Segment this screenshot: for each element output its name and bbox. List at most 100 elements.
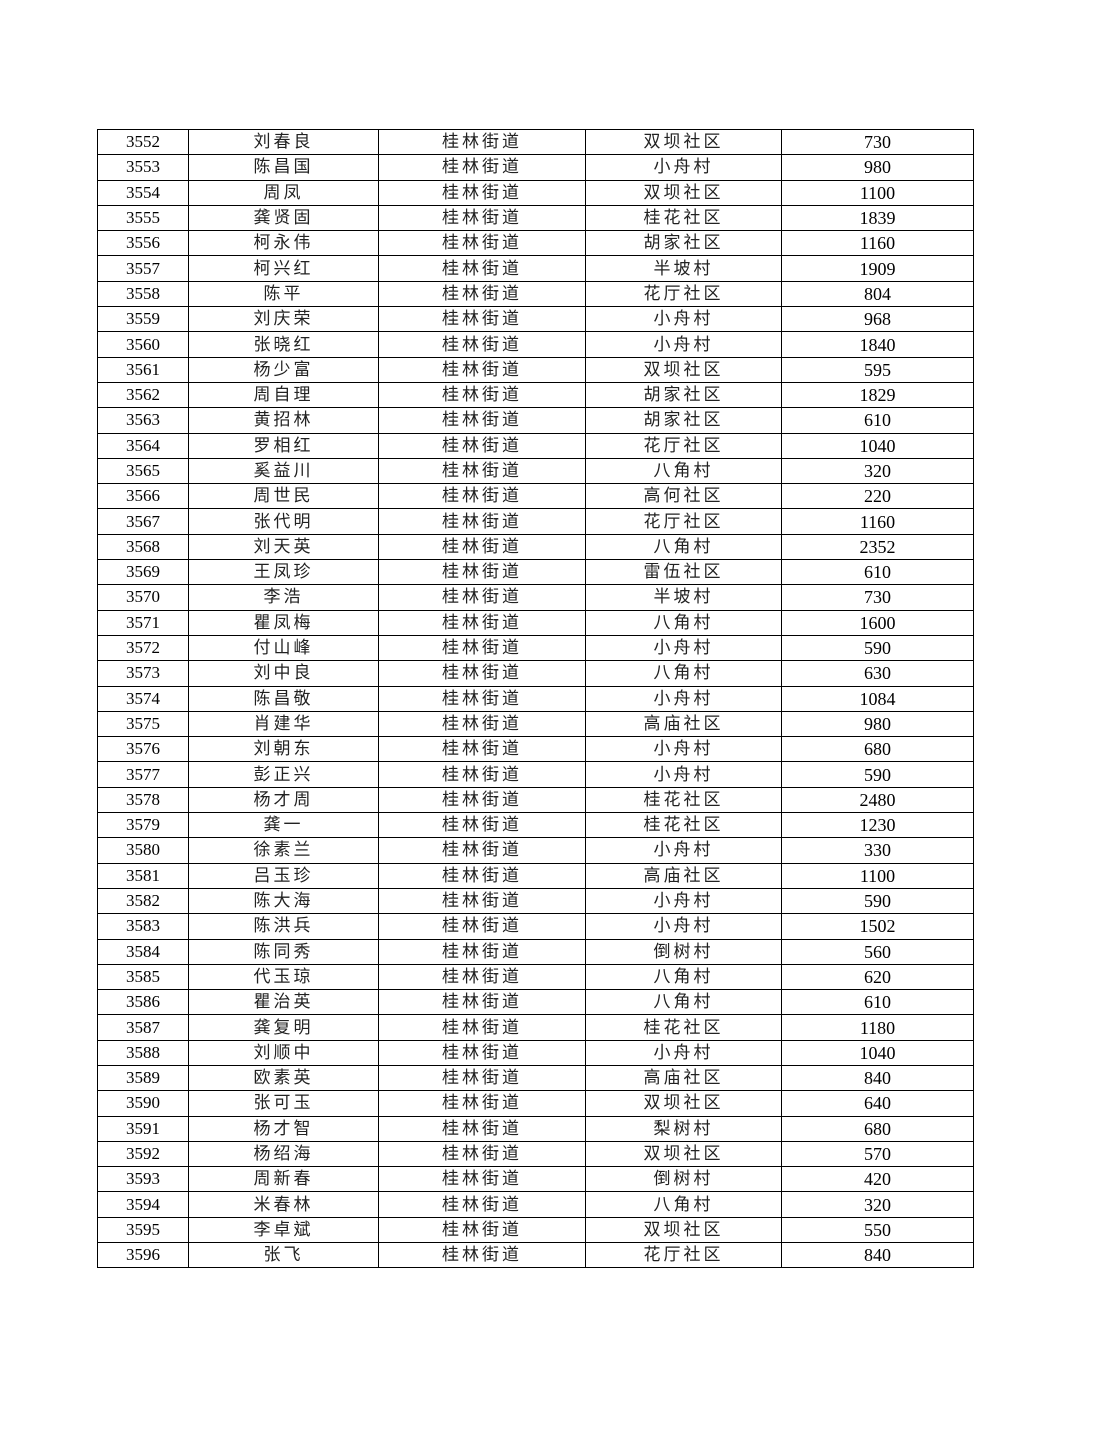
table-row: 3558 陈平 桂林街道 花厅社区 804 — [97, 280, 974, 308]
community-cell: 半坡村 — [585, 255, 782, 282]
amount-cell: 620 — [781, 963, 974, 991]
table-row: 3581 吕玉珍 桂林街道 高庙社区 1100 — [97, 862, 974, 889]
table-row: 3562 周自理 桂林街道 胡家社区 1829 — [97, 381, 974, 409]
name-cell: 陈大海 — [188, 887, 379, 915]
row-number-cell: 3552 — [97, 128, 189, 156]
street-cell: 桂林街道 — [378, 710, 586, 738]
row-number-cell: 3579 — [97, 812, 189, 839]
table-row: 3564 罗相红 桂林街道 花厅社区 1040 — [97, 432, 974, 459]
amount-cell: 420 — [781, 1166, 974, 1193]
street-cell: 桂林街道 — [378, 1242, 586, 1269]
amount-cell: 1829 — [781, 381, 974, 409]
street-cell: 桂林街道 — [378, 761, 586, 788]
row-number-cell: 3582 — [97, 887, 189, 915]
amount-cell: 330 — [781, 837, 974, 864]
name-cell: 代玉琼 — [188, 963, 379, 991]
row-number-cell: 3576 — [97, 736, 189, 763]
table-row: 3587 龚复明 桂林街道 桂花社区 1180 — [97, 1014, 974, 1041]
amount-cell: 1040 — [781, 432, 974, 459]
table-row: 3589 欧素英 桂林街道 高庙社区 840 — [97, 1064, 974, 1092]
amount-cell: 680 — [781, 1115, 974, 1142]
table-row: 3567 张代明 桂林街道 花厅社区 1160 — [97, 508, 974, 535]
street-cell: 桂林街道 — [378, 230, 586, 257]
community-cell: 梨树村 — [585, 1115, 782, 1142]
street-cell: 桂林街道 — [378, 154, 586, 181]
name-cell: 刘天英 — [188, 533, 379, 561]
row-number-cell: 3570 — [97, 584, 189, 611]
name-cell: 瞿凤梅 — [188, 609, 379, 636]
table-row: 3585 代玉琼 桂林街道 八角村 620 — [97, 963, 974, 991]
row-number-cell: 3595 — [97, 1216, 189, 1244]
name-cell: 刘朝东 — [188, 736, 379, 763]
amount-cell: 840 — [781, 1242, 974, 1269]
table-row: 3584 陈同秀 桂林街道 倒树村 560 — [97, 938, 974, 965]
amount-cell: 320 — [781, 457, 974, 485]
community-cell: 小舟村 — [585, 331, 782, 358]
amount-cell: 1600 — [781, 609, 974, 636]
row-number-cell: 3554 — [97, 179, 189, 206]
table-row: 3594 米春林 桂林街道 八角村 320 — [97, 1191, 974, 1218]
row-number-cell: 3553 — [97, 154, 189, 181]
table-row: 3588 刘顺中 桂林街道 小舟村 1040 — [97, 1039, 974, 1066]
row-number-cell: 3592 — [97, 1140, 189, 1168]
name-cell: 徐素兰 — [188, 837, 379, 864]
name-cell: 陈昌敬 — [188, 685, 379, 712]
amount-cell: 1084 — [781, 685, 974, 712]
table-row: 3552 刘春良 桂林街道 双坝社区 730 — [97, 128, 974, 156]
table-row: 3586 瞿治英 桂林街道 八角村 610 — [97, 989, 974, 1016]
community-cell: 胡家社区 — [585, 230, 782, 257]
table-row: 3553 陈昌国 桂林街道 小舟村 980 — [97, 154, 974, 181]
row-number-cell: 3588 — [97, 1039, 189, 1066]
name-cell: 龚一 — [188, 812, 379, 839]
row-number-cell: 3580 — [97, 837, 189, 864]
street-cell: 桂林街道 — [378, 685, 586, 712]
amount-cell: 2480 — [781, 786, 974, 814]
name-cell: 刘庆荣 — [188, 306, 379, 333]
amount-cell: 1100 — [781, 179, 974, 206]
amount-cell: 595 — [781, 356, 974, 383]
amount-cell: 730 — [781, 584, 974, 611]
table-row: 3577 彭正兴 桂林街道 小舟村 590 — [97, 761, 974, 788]
amount-cell: 610 — [781, 989, 974, 1016]
row-number-cell: 3557 — [97, 255, 189, 282]
row-number-cell: 3578 — [97, 786, 189, 814]
table-row: 3554 周凤 桂林街道 双坝社区 1100 — [97, 179, 974, 206]
amount-cell: 610 — [781, 559, 974, 586]
table-row: 3555 龚贤固 桂林街道 桂花社区 1839 — [97, 204, 974, 232]
row-number-cell: 3565 — [97, 457, 189, 485]
amount-cell: 1180 — [781, 1014, 974, 1041]
row-number-cell: 3556 — [97, 230, 189, 257]
street-cell: 桂林街道 — [378, 533, 586, 561]
row-number-cell: 3569 — [97, 559, 189, 586]
name-cell: 杨少富 — [188, 356, 379, 383]
row-number-cell: 3577 — [97, 761, 189, 788]
community-cell: 八角村 — [585, 609, 782, 636]
row-number-cell: 3587 — [97, 1014, 189, 1041]
table-row: 3561 杨少富 桂林街道 双坝社区 595 — [97, 356, 974, 383]
amount-cell: 1839 — [781, 204, 974, 232]
street-cell: 桂林街道 — [378, 584, 586, 611]
row-number-cell: 3594 — [97, 1191, 189, 1218]
amount-cell: 610 — [781, 407, 974, 434]
name-cell: 刘顺中 — [188, 1039, 379, 1066]
community-cell: 花厅社区 — [585, 1242, 782, 1269]
community-cell: 双坝社区 — [585, 1216, 782, 1244]
street-cell: 桂林街道 — [378, 1039, 586, 1066]
name-cell: 龚贤固 — [188, 204, 379, 232]
street-cell: 桂林街道 — [378, 786, 586, 814]
row-number-cell: 3585 — [97, 963, 189, 991]
community-cell: 小舟村 — [585, 634, 782, 662]
street-cell: 桂林街道 — [378, 407, 586, 434]
table-row: 3556 柯永伟 桂林街道 胡家社区 1160 — [97, 230, 974, 257]
community-cell: 小舟村 — [585, 913, 782, 940]
data-table: 3552 刘春良 桂林街道 双坝社区 730 3553 陈昌国 桂林街道 小舟村 980 3554 周… — [97, 128, 974, 1269]
table-row: 3592 杨绍海 桂林街道 双坝社区 570 — [97, 1140, 974, 1168]
community-cell: 胡家社区 — [585, 381, 782, 409]
name-cell: 周新春 — [188, 1166, 379, 1193]
table-row: 3579 龚一 桂林街道 桂花社区 1230 — [97, 812, 974, 839]
community-cell: 双坝社区 — [585, 1140, 782, 1168]
row-number-cell: 3561 — [97, 356, 189, 383]
community-cell: 桂花社区 — [585, 204, 782, 232]
row-number-cell: 3560 — [97, 331, 189, 358]
row-number-cell: 3586 — [97, 989, 189, 1016]
